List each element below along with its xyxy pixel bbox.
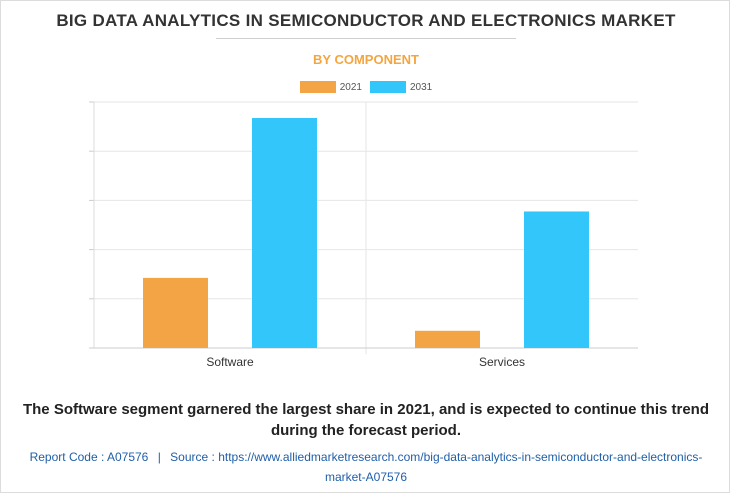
bar-software-2031 <box>252 117 317 349</box>
legend-label-2031: 2031 <box>410 81 433 93</box>
source-link[interactable]: Source : https://www.alliedmarketresearc… <box>170 450 703 464</box>
footer-separator: | <box>157 450 161 464</box>
title-divider <box>216 38 516 39</box>
chart-title: BIG DATA ANALYTICS IN SEMICONDUCTOR AND … <box>56 11 676 30</box>
bar-services-2031 <box>524 211 589 348</box>
footer-line-1: Report Code : A07576 | Source : https://… <box>21 447 711 467</box>
bar-services-2021 <box>415 330 480 348</box>
legend-swatch-2031 <box>370 81 406 93</box>
report-code: Report Code : A07576 <box>29 450 149 464</box>
x-tick-label: Software <box>206 355 254 369</box>
source-link-continued[interactable]: market-A07576 <box>324 470 408 484</box>
x-tick-label: Services <box>479 355 525 369</box>
bar-software-2021 <box>143 277 208 348</box>
chart-legend: 2021 2031 <box>1 81 730 93</box>
chart-subtitle: BY COMPONENT <box>313 52 419 67</box>
legend-item-2031[interactable]: 2031 <box>370 81 432 93</box>
legend-item-2021[interactable]: 2021 <box>299 81 362 93</box>
footer: Report Code : A07576 | Source : https://… <box>21 447 711 487</box>
chart-caption: The Software segment garnered the larges… <box>22 401 709 439</box>
legend-swatch-2021 <box>299 81 336 93</box>
legend-label-2021: 2021 <box>339 81 362 93</box>
bar-chart: Software Services <box>89 101 638 369</box>
